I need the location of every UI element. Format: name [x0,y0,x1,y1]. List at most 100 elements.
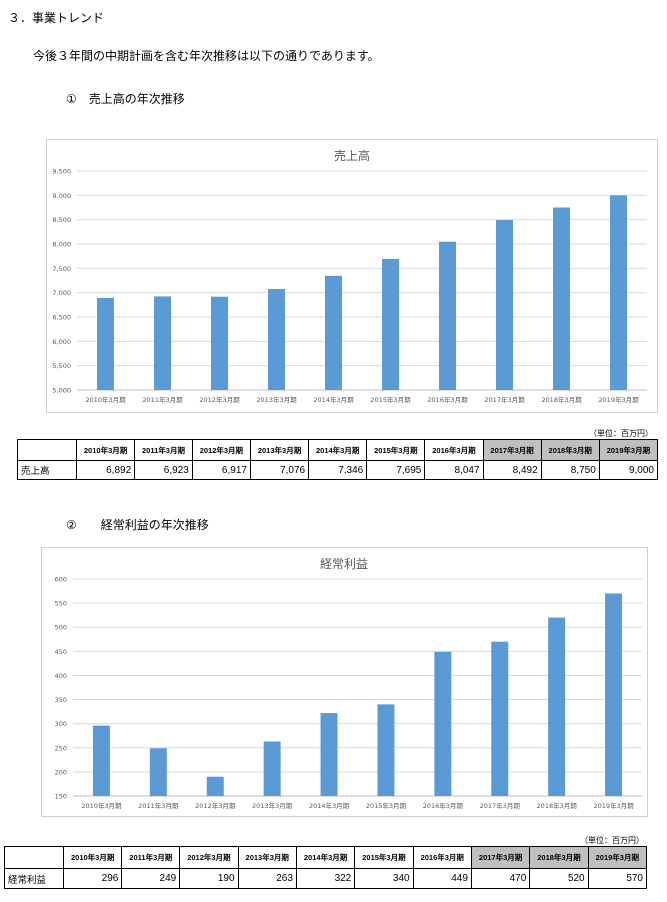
bar [496,220,513,390]
x-tick-label: 2017年3月期 [484,395,525,404]
bar [149,748,167,796]
x-tick-label: 2012年3月期 [199,395,240,404]
x-tick-label: 2014年3月期 [309,801,350,810]
bar [268,288,285,390]
x-tick-label: 2013年3月期 [252,801,293,810]
x-tick-label: 2011年3月期 [138,801,179,810]
table-cell: 6,923 [134,460,193,480]
table-cell: 570 [587,868,648,889]
table-cell: 449 [412,868,472,889]
y-tick-label: 6,500 [52,314,71,322]
table-cell: 322 [295,868,356,889]
period-header: 2010年3月期 [62,846,123,869]
bar [610,195,627,390]
bar [491,641,509,796]
y-tick-label: 550 [55,600,67,608]
y-tick-label: 7,500 [52,265,71,273]
y-tick-label: 5,000 [52,387,71,395]
table-cell: 296 [62,868,123,889]
y-tick-label: 350 [55,696,67,704]
table-corner-cell [4,846,64,869]
period-header: 2013年3月期 [249,439,310,461]
period-header: 2012年3月期 [179,846,239,869]
period-header: 2014年3月期 [295,846,356,869]
chart2-heading: ② 経常利益の年次推移 [66,518,209,532]
sales-table-row: 売上高 6,892 6,923 6,917 7,076 7,346 7,695 … [17,460,659,480]
x-tick-label: 2019年3月期 [593,801,634,810]
bar [206,776,224,796]
x-tick-label: 2010年3月期 [81,801,122,810]
table-cell: 190 [179,868,239,889]
period-header: 2010年3月期 [75,439,136,461]
x-tick-label: 2010年3月期 [85,395,126,404]
ordinary-profit-table: 2010年3月期 2011年3月期 2012年3月期 2013年3月期 2014… [4,846,648,889]
ordinary-profit-chart: 経常利益 150 200 250 300 350 400 450 500 550 600 2010年3… [41,547,648,817]
profit-table-header-row: 2010年3月期 2011年3月期 2012年3月期 2013年3月期 2014… [4,846,648,869]
bar [382,258,399,390]
period-header: 2015年3月期 [354,846,414,869]
intro-text: 今後３年間の中期計画を含む年次推移は以下の通りであります。 [33,49,380,63]
bar [154,296,171,390]
unit-label-1: （単位：百万円） [589,429,653,438]
table-cell: 470 [470,868,531,889]
y-tick-label: 7,000 [52,289,71,297]
x-tick-label: 2015年3月期 [366,801,407,810]
bar [434,651,452,796]
sales-chart: 売上高 5,000 5,500 6,000 6,500 7,000 7,500 8,000 8,… [46,139,658,413]
period-header: 2016年3月期 [424,439,484,461]
period-header: 2013年3月期 [237,846,297,869]
table-cell: 249 [121,868,181,889]
y-tick-label: 9,000 [52,192,71,200]
y-tick-label: 5,500 [52,362,71,370]
y-tick-label: 250 [55,744,67,752]
unit-label-2: （単位：百万円） [580,836,644,845]
bar [320,713,338,796]
period-header: 2012年3月期 [191,439,251,461]
y-tick-label: 9,500 [52,168,71,176]
plan-period-header: 2018年3月期 [540,439,600,461]
bar [211,296,228,390]
ordinary-profit-chart-svg: 経常利益 150 200 250 300 350 400 450 500 550 600 2010年3… [55,557,642,810]
x-tick-label: 2012年3月期 [195,801,236,810]
y-tick-label: 150 [55,793,67,801]
x-tick-label: 2015年3月期 [370,395,411,404]
bar [377,704,395,796]
sales-table: 2010年3月期 2011年3月期 2012年3月期 2013年3月期 2014… [17,439,659,480]
table-cell: 9,000 [598,460,659,480]
table-cell: 6,892 [75,460,136,480]
x-tick-label: 2016年3月期 [427,395,468,404]
chart-title: 経常利益 [320,557,368,571]
x-tick-label: 2013年3月期 [256,395,297,404]
bar [605,593,623,796]
plan-period-header: 2019年3月期 [598,439,659,461]
table-cell: 8,047 [424,460,484,480]
profit-table-row: 経常利益 296 249 190 263 322 340 449 470 520… [4,868,648,889]
y-tick-label: 300 [55,720,67,728]
plan-period-header: 2018年3月期 [529,846,589,869]
sales-table-header-row: 2010年3月期 2011年3月期 2012年3月期 2013年3月期 2014… [17,439,659,461]
period-header: 2014年3月期 [308,439,368,461]
bar [325,275,342,390]
table-corner-cell [17,439,77,461]
x-tick-label: 2014年3月期 [313,395,354,404]
bar [439,241,456,390]
x-tick-label: 2016年3月期 [423,801,464,810]
table-cell: 263 [237,868,297,889]
plan-period-header: 2019年3月期 [587,846,648,869]
table-cell: 7,695 [366,460,426,480]
table-cell: 7,076 [249,460,310,480]
x-tick-label: 2019年3月期 [598,395,639,404]
sales-chart-svg: 売上高 5,000 5,500 6,000 6,500 7,000 7,500 8,000 8,… [52,148,647,404]
x-tick-label: 2011年3月期 [142,395,183,404]
period-header: 2015年3月期 [366,439,426,461]
bar [92,725,110,796]
bar [97,297,114,390]
table-cell: 6,917 [191,460,251,480]
y-tick-label: 200 [55,768,67,776]
table-cell: 8,492 [482,460,542,480]
y-tick-label: 500 [55,624,67,632]
period-header: 2011年3月期 [134,439,193,461]
bar [548,617,566,796]
y-tick-label: 400 [55,672,67,680]
x-tick-label: 2018年3月期 [537,801,578,810]
